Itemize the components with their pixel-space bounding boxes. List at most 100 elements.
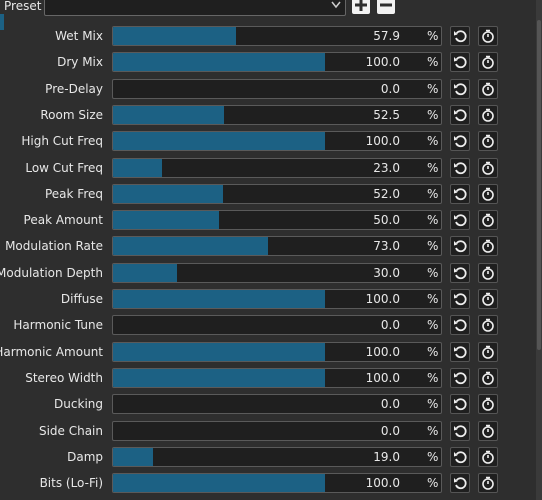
timer-icon	[482, 266, 494, 280]
reset-button[interactable]	[450, 104, 470, 125]
automation-button[interactable]	[478, 420, 498, 441]
automation-button[interactable]	[478, 367, 498, 388]
automation-button[interactable]	[478, 183, 498, 204]
reset-icon	[454, 477, 467, 490]
param-label: Pre-Delay	[45, 81, 103, 96]
reset-button[interactable]	[450, 446, 470, 467]
slider-fill	[113, 105, 225, 124]
automation-button[interactable]	[478, 210, 498, 231]
param-label: Modulation Rate	[5, 239, 103, 254]
param-slider[interactable]	[112, 341, 442, 362]
param-value: 23.0	[373, 160, 400, 175]
slider-fill	[113, 211, 219, 230]
param-value: 0.0	[380, 397, 400, 412]
add-preset-button[interactable]	[352, 0, 370, 14]
param-label: Side Chain	[38, 423, 103, 438]
param-slider[interactable]	[112, 236, 442, 257]
scrollbar[interactable]	[536, 0, 542, 500]
param-slider[interactable]	[112, 289, 442, 309]
automation-button[interactable]	[478, 394, 498, 415]
preset-label: Preset	[4, 0, 42, 13]
automation-button[interactable]	[478, 78, 498, 99]
scrollbar-thumb[interactable]	[537, 20, 541, 350]
automation-button[interactable]	[478, 236, 498, 257]
automation-button[interactable]	[478, 104, 498, 125]
automation-button[interactable]	[478, 341, 498, 362]
param-slider[interactable]	[112, 131, 442, 152]
reset-button[interactable]	[450, 341, 470, 362]
param-slider[interactable]	[112, 446, 442, 467]
slider-fill	[113, 368, 325, 387]
reset-button[interactable]	[450, 210, 470, 231]
param-value: 73.0	[373, 239, 400, 254]
param-unit: %	[427, 318, 439, 333]
reset-button[interactable]	[450, 78, 470, 99]
param-unit: %	[427, 29, 439, 43]
reset-button[interactable]	[450, 289, 470, 309]
slider-fill	[113, 53, 325, 72]
timer-icon	[482, 476, 494, 490]
param-slider[interactable]	[112, 183, 442, 204]
automation-button[interactable]	[478, 52, 498, 73]
automation-button[interactable]	[478, 26, 498, 46]
reset-button[interactable]	[450, 52, 470, 73]
param-label: Modulation Depth	[0, 265, 103, 280]
reset-button[interactable]	[450, 236, 470, 257]
param-unit: %	[427, 239, 439, 254]
param-value: 100.0	[365, 292, 400, 306]
reset-button[interactable]	[450, 262, 470, 283]
preset-dropdown[interactable]	[44, 0, 346, 16]
param-slider[interactable]	[112, 157, 442, 178]
reset-icon	[454, 372, 467, 384]
param-unit: %	[427, 160, 439, 175]
param-value: 50.0	[373, 213, 400, 228]
reset-button[interactable]	[450, 26, 470, 46]
reset-button[interactable]	[450, 183, 470, 204]
reset-button[interactable]	[450, 394, 470, 415]
param-label: Wet Mix	[55, 29, 103, 43]
slider-fill	[113, 342, 325, 361]
reset-button[interactable]	[450, 131, 470, 152]
automation-button[interactable]	[478, 131, 498, 152]
timer-icon	[482, 240, 494, 254]
timer-icon	[482, 108, 494, 122]
param-slider[interactable]	[112, 420, 442, 441]
remove-preset-button[interactable]	[377, 0, 395, 14]
reset-icon	[454, 30, 467, 43]
param-value: 100.0	[365, 55, 400, 70]
param-unit: %	[427, 265, 439, 280]
reset-button[interactable]	[450, 473, 470, 494]
reset-button[interactable]	[450, 367, 470, 388]
reset-icon	[454, 424, 467, 437]
reset-icon	[454, 82, 467, 95]
param-slider[interactable]	[112, 367, 442, 388]
param-slider[interactable]	[112, 394, 442, 415]
reset-icon	[454, 345, 467, 358]
automation-button[interactable]	[478, 262, 498, 283]
reset-button[interactable]	[450, 315, 470, 336]
param-unit: %	[427, 107, 439, 122]
param-value: 19.0	[373, 449, 400, 464]
param-slider[interactable]	[112, 26, 442, 46]
param-slider[interactable]	[112, 52, 442, 73]
reset-button[interactable]	[450, 157, 470, 178]
automation-button[interactable]	[478, 473, 498, 494]
param-slider[interactable]	[112, 78, 442, 99]
param-slider[interactable]	[112, 315, 442, 336]
automation-button[interactable]	[478, 315, 498, 336]
param-value: 100.0	[365, 134, 400, 149]
param-unit: %	[427, 213, 439, 228]
param-slider[interactable]	[112, 262, 442, 283]
timer-icon	[482, 161, 494, 175]
param-unit: %	[427, 449, 439, 464]
param-slider[interactable]	[112, 104, 442, 125]
param-slider[interactable]	[112, 473, 442, 494]
param-value: 52.5	[373, 107, 400, 122]
automation-button[interactable]	[478, 446, 498, 467]
automation-button[interactable]	[478, 289, 498, 309]
reset-icon	[454, 188, 467, 200]
automation-button[interactable]	[478, 157, 498, 178]
param-slider[interactable]	[112, 210, 442, 231]
reset-button[interactable]	[450, 420, 470, 441]
